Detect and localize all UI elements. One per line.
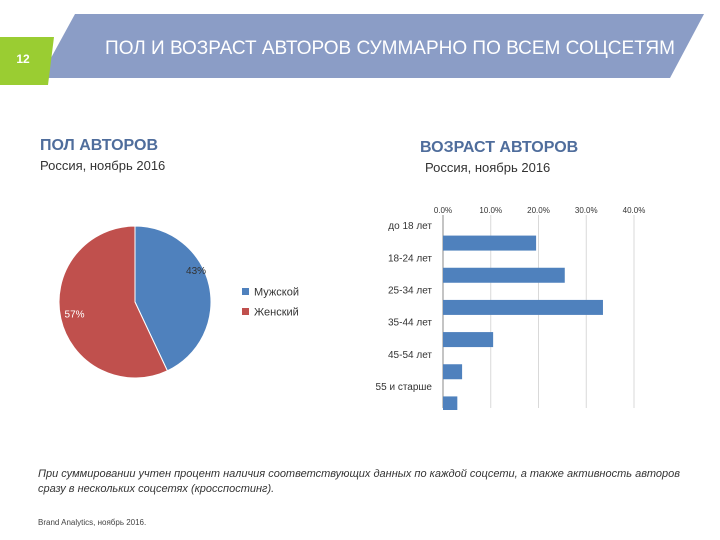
pie-data-label: 57%	[65, 310, 85, 321]
pie-data-label: 43%	[186, 266, 206, 277]
legend-label: Женский	[254, 307, 299, 319]
slide-number-tab	[0, 37, 54, 85]
legend-swatch	[242, 288, 249, 295]
y-category-label: 25-34 лет	[388, 285, 432, 296]
bar-5	[443, 364, 463, 380]
bar-6	[443, 396, 458, 410]
y-category-label: до 18 лет	[388, 221, 432, 232]
title-banner	[0, 14, 704, 85]
bar-1	[443, 235, 537, 251]
pie-chart-title: ПОЛ АВТОРОВ	[40, 137, 158, 154]
bar-4	[443, 332, 494, 348]
x-tick-label: 0.0%	[434, 206, 452, 215]
y-category-label: 18-24 лет	[388, 253, 432, 264]
pie-slice-male	[134, 225, 212, 372]
x-tick-label: 10.0%	[479, 206, 502, 215]
y-category-label: 55 и старше	[376, 382, 433, 393]
pie-chart-subtitle: Россия, ноябрь 2016	[40, 158, 166, 173]
bar-2	[443, 267, 565, 283]
legend-swatch	[242, 308, 249, 315]
x-tick-label: 30.0%	[575, 206, 598, 215]
bar-chart-title: ВОЗРАСТ АВТОРОВ	[420, 139, 579, 156]
x-tick-label: 40.0%	[623, 206, 646, 215]
gender-pie-chart: 43% 57% Мужской Женский	[58, 225, 299, 379]
pie-slice-female	[58, 225, 169, 379]
bar-3	[443, 299, 603, 315]
bar-chart-subtitle: Россия, ноябрь 2016	[425, 160, 551, 175]
slide-number: 12	[16, 52, 30, 66]
y-category-label: 35-44 лет	[388, 318, 432, 329]
banner-shape	[40, 14, 704, 78]
legend-label: Мужской	[254, 287, 299, 299]
age-bar-chart: 0.0% 10.0% 20.0% 30.0% 40.0% до 18 лет 18-24 л…	[376, 206, 646, 410]
x-tick-label: 20.0%	[527, 206, 550, 215]
y-category-label: 45-54 лет	[388, 350, 432, 361]
slide-title: ПОЛ И ВОЗРАСТ АВТОРОВ СУММАРНО ПО ВСЕМ С…	[105, 38, 675, 59]
source-label: Brand Analytics, ноябрь 2016.	[38, 518, 147, 527]
footnote: При суммировании учтен процент наличия с…	[38, 468, 680, 495]
